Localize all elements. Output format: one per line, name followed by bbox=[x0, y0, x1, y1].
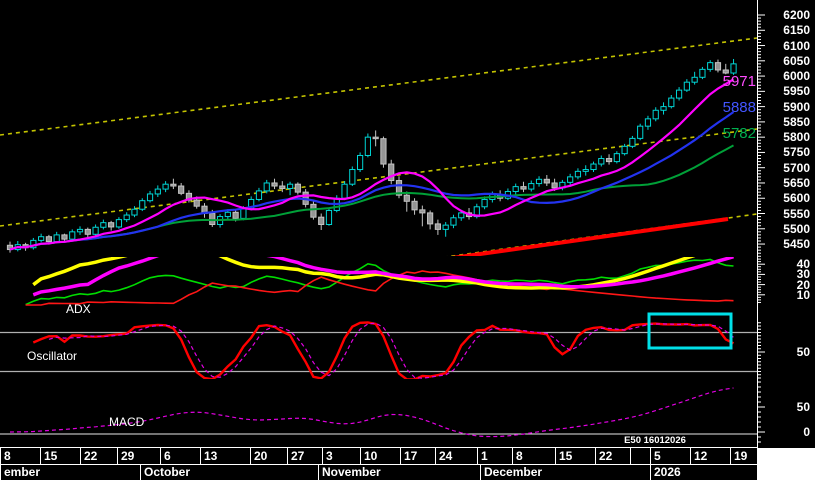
adx-axis-label: 20 bbox=[796, 277, 810, 292]
price-axis-label: 5650 bbox=[783, 175, 810, 190]
week-label-cell: 6 bbox=[160, 447, 201, 465]
week-label-cell: 1 bbox=[477, 447, 513, 465]
month-label-cell: October bbox=[140, 464, 319, 481]
week-label-cell bbox=[630, 447, 651, 465]
ma-mid-line bbox=[9, 111, 735, 251]
adx-panel bbox=[25, 257, 734, 306]
ma-fast-value-label: 5971 bbox=[722, 73, 756, 90]
price-axis-label: 5950 bbox=[783, 84, 810, 99]
price-axis-label: 5500 bbox=[783, 221, 810, 236]
macd-axis-label: 0 bbox=[803, 425, 810, 439]
week-label-cell: 19 bbox=[730, 447, 758, 465]
price-axis-label: 6050 bbox=[783, 53, 810, 68]
week-label-cell: 13 bbox=[200, 447, 251, 465]
adx-axis-label: 30 bbox=[796, 267, 810, 282]
month-label-cell: December bbox=[480, 464, 651, 481]
adx-panel-label: ADX bbox=[66, 302, 91, 316]
week-label-cell: 27 bbox=[287, 447, 323, 465]
oscillator-signal-line bbox=[48, 322, 734, 379]
price-axis-label: 5450 bbox=[783, 237, 810, 252]
oscillator-line bbox=[32, 321, 735, 379]
price-axis-label: 6200 bbox=[783, 8, 810, 22]
instrument-session-label: E50 16012026 bbox=[624, 435, 686, 446]
price-axis-label: 6150 bbox=[783, 23, 810, 38]
month-label-cell: 2026 bbox=[650, 464, 758, 481]
adx-axis-label: 40 bbox=[796, 257, 810, 272]
axis-ticks bbox=[757, 0, 765, 447]
month-label-cell: November bbox=[318, 464, 481, 481]
week-label-cell: 22 bbox=[80, 447, 118, 465]
adxr-line bbox=[32, 257, 734, 297]
macd-line bbox=[10, 383, 734, 442]
week-label-cell: 24 bbox=[435, 447, 478, 465]
macd-panel-label: MACD bbox=[109, 415, 145, 429]
week-label-cell: 15 bbox=[40, 447, 81, 465]
red-trend-line bbox=[451, 217, 729, 256]
month-label-cell: ember bbox=[0, 464, 141, 481]
adx-axis-label: 10 bbox=[796, 287, 810, 302]
week-label-cell: 8 bbox=[512, 447, 556, 465]
oscillator-panel-label: Oscillator bbox=[27, 349, 78, 363]
ma-slow-value-label: 5782 bbox=[722, 125, 756, 142]
price-axis-label: 5700 bbox=[783, 160, 810, 175]
moving-averages-layer bbox=[9, 78, 735, 251]
axis-corner bbox=[758, 448, 815, 481]
week-label-cell: 15 bbox=[555, 447, 596, 465]
price-axis-label: 5900 bbox=[783, 99, 810, 114]
price-axis-label: 5600 bbox=[783, 191, 810, 206]
week-label-cell: 10 bbox=[360, 447, 401, 465]
di-plus-line bbox=[25, 258, 734, 306]
price-axis-label: 5750 bbox=[783, 145, 810, 160]
macd-signal-line bbox=[9, 387, 734, 438]
price-axis-label: 6000 bbox=[783, 69, 810, 84]
oscillator-panel bbox=[0, 321, 757, 379]
week-label-cell: 3 bbox=[322, 447, 361, 465]
oscillator-axis-label: 50 bbox=[796, 345, 810, 359]
price-axis-label: 6100 bbox=[783, 38, 810, 53]
macd-panel bbox=[9, 383, 734, 442]
week-label-cell: 5 bbox=[650, 447, 691, 465]
di-minus-line bbox=[25, 270, 734, 306]
macd-axis-label: 50 bbox=[796, 400, 810, 414]
ma-mid-value-label: 5888 bbox=[722, 99, 756, 116]
week-label-cell: 8 bbox=[0, 447, 41, 465]
price-axis-label: 5800 bbox=[783, 130, 810, 145]
candlesticks-layer bbox=[6, 58, 737, 253]
highlight-box bbox=[647, 312, 733, 350]
week-label-cell: 20 bbox=[250, 447, 288, 465]
week-label-cell: 22 bbox=[595, 447, 631, 465]
ma-fast-line bbox=[9, 78, 735, 251]
week-label-cell: 29 bbox=[117, 447, 161, 465]
week-label-cell: 17 bbox=[400, 447, 436, 465]
price-axis-label: 5850 bbox=[783, 114, 810, 129]
week-label-cell: 12 bbox=[690, 447, 731, 465]
price-axis-label: 5550 bbox=[783, 206, 810, 221]
